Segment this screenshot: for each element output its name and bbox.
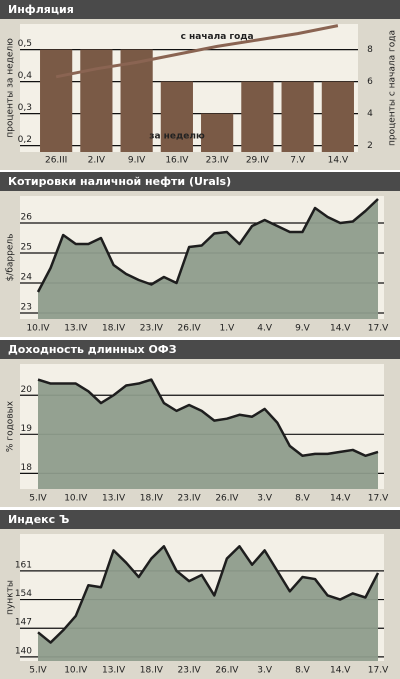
chart-title: Доходность длинных ОФЗ [8, 343, 177, 356]
x-tick-label: 9.V [295, 324, 311, 334]
y-tick-label: 161 [15, 560, 32, 570]
x-tick-label: 14.V [330, 666, 351, 676]
y-tick-label: 0,2 [18, 135, 32, 145]
x-tick-label: 9.IV [128, 156, 146, 166]
x-tick-label: 18.IV [140, 666, 164, 676]
x-tick-label: 3.V [257, 666, 273, 676]
chart-title: Индекс Ъ [8, 513, 69, 526]
panel-header [0, 172, 400, 191]
x-tick-label: 14.V [328, 156, 349, 166]
x-tick-label: 1.V [220, 324, 236, 334]
bar [120, 49, 153, 152]
y-axis-label: $/баррель [6, 234, 16, 282]
x-tick-label: 18.IV [102, 324, 126, 334]
y2-axis-label: проценты с начала года [388, 30, 398, 146]
x-tick-label: 10.IV [26, 324, 50, 334]
x-tick-label: 10.IV [64, 666, 88, 676]
bar [321, 81, 354, 152]
x-tick-label: 5.IV [29, 494, 47, 504]
panel-header [0, 0, 400, 19]
x-tick-label: 4.V [257, 324, 273, 334]
y-tick-label: 0,5 [18, 39, 32, 49]
series-label: за неделю [149, 132, 205, 142]
area [38, 199, 378, 319]
x-tick-label: 2.IV [88, 156, 106, 166]
y-axis-label: пункты [6, 580, 16, 615]
y-tick-label: 23 [21, 303, 32, 313]
x-tick-label: 14.V [330, 324, 351, 334]
y2-tick-label: 4 [367, 109, 373, 119]
x-tick-label: 13.IV [102, 494, 126, 504]
line [55, 24, 339, 79]
x-tick-label: 23.IV [178, 666, 202, 676]
x-tick-label: 17.V [368, 494, 389, 504]
x-tick-label: 26.III [45, 156, 67, 166]
x-tick-label: 23.IV [206, 156, 230, 166]
bar [40, 49, 73, 152]
x-tick-label: 17.V [368, 666, 389, 676]
x-tick-label: 26.IV [178, 324, 202, 334]
line [36, 198, 379, 293]
x-tick-label: 14.V [330, 494, 351, 504]
x-tick-label: 13.IV [102, 666, 126, 676]
y-tick-label: 19 [21, 424, 33, 434]
y-tick-label: 147 [15, 618, 32, 628]
bar [201, 113, 234, 152]
series-label: с начала года [181, 32, 254, 42]
line [37, 545, 380, 644]
y2-tick-label: 2 [367, 141, 373, 151]
area [38, 546, 378, 661]
x-tick-label: 18.IV [140, 494, 164, 504]
y2-tick-label: 6 [367, 77, 373, 87]
y-tick-label: 26 [21, 213, 33, 223]
bar [160, 81, 193, 152]
x-tick-label: 26.IV [215, 494, 239, 504]
chart-title: Котировки наличной нефти (Urals) [8, 175, 231, 188]
bar [241, 81, 274, 152]
y-tick-label: 18 [21, 463, 33, 473]
area [38, 379, 378, 489]
y-tick-label: 0,4 [18, 71, 33, 81]
y-tick-label: 25 [21, 243, 32, 253]
x-tick-label: 23.IV [178, 494, 202, 504]
y-axis-label: % годовых [6, 400, 16, 452]
x-tick-label: 10.IV [64, 494, 88, 504]
y-tick-label: 0,3 [18, 103, 32, 113]
x-tick-label: 23.IV [140, 324, 164, 334]
y-tick-label: 24 [21, 273, 33, 283]
panel-header [0, 340, 400, 359]
chart-title: Инфляция [8, 3, 74, 16]
x-tick-label: 29.IV [246, 156, 270, 166]
x-tick-label: 13.IV [64, 324, 88, 334]
x-tick-label: 16.IV [165, 156, 189, 166]
x-tick-label: 3.V [257, 494, 273, 504]
x-tick-label: 17.V [368, 324, 389, 334]
x-tick-label: 8.V [295, 494, 311, 504]
y-axis-label: проценты за неделю [6, 38, 16, 138]
x-tick-label: 26.IV [215, 666, 239, 676]
y-tick-label: 154 [15, 589, 32, 599]
y-tick-label: 140 [15, 646, 32, 656]
bar [281, 81, 314, 152]
line [37, 378, 379, 458]
y-tick-label: 20 [21, 385, 33, 395]
x-tick-label: 7.V [290, 156, 306, 166]
x-tick-label: 5.IV [29, 666, 47, 676]
x-tick-label: 8.V [295, 666, 311, 676]
y2-tick-label: 8 [367, 45, 373, 55]
bar [80, 49, 113, 152]
panel-header [0, 510, 400, 529]
